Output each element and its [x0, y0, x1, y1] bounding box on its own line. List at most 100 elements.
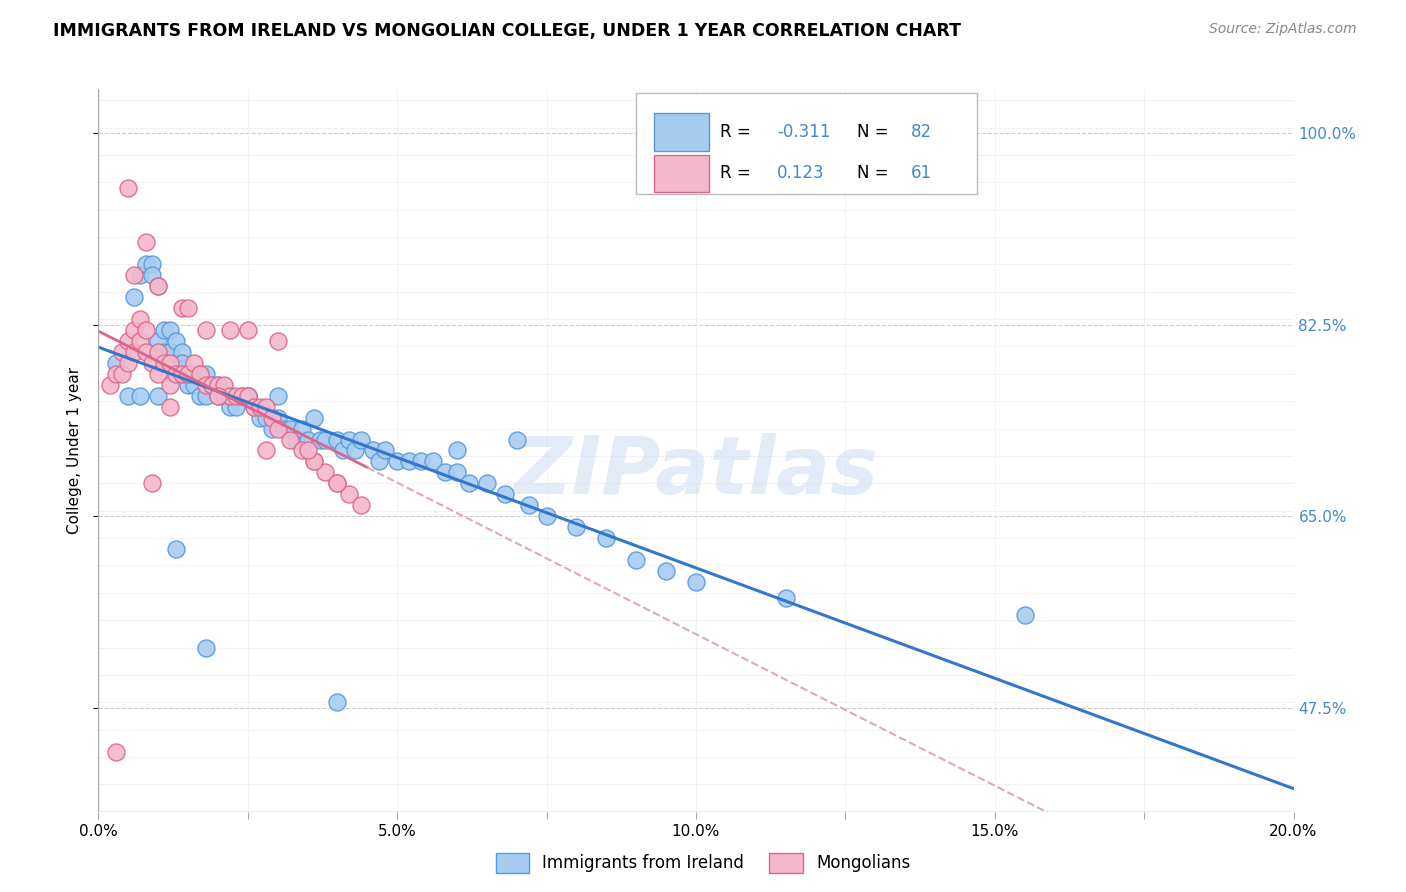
- Point: [148, 279, 170, 293]
- FancyBboxPatch shape: [654, 154, 709, 193]
- Point: [111, 345, 134, 359]
- Point: [458, 476, 481, 491]
- Point: [159, 323, 181, 337]
- Point: [159, 400, 181, 414]
- Point: [188, 367, 211, 381]
- Point: [344, 443, 367, 458]
- Point: [219, 400, 242, 414]
- Point: [124, 290, 146, 304]
- Point: [225, 400, 247, 414]
- Point: [98, 377, 122, 392]
- Point: [273, 421, 295, 435]
- Point: [105, 367, 128, 381]
- Point: [212, 377, 235, 392]
- Point: [141, 257, 163, 271]
- Point: [291, 443, 314, 458]
- Point: [183, 356, 205, 370]
- Point: [153, 345, 176, 359]
- Point: [284, 433, 307, 447]
- Point: [153, 323, 176, 337]
- Point: [775, 591, 797, 606]
- Point: [332, 443, 354, 458]
- Point: [308, 433, 330, 447]
- Point: [291, 421, 314, 435]
- Point: [141, 356, 163, 370]
- Point: [124, 323, 146, 337]
- Point: [326, 476, 349, 491]
- Point: [434, 466, 457, 480]
- Point: [124, 268, 146, 283]
- Point: [231, 389, 253, 403]
- Point: [297, 433, 319, 447]
- Point: [385, 454, 409, 468]
- Point: [302, 454, 325, 468]
- Point: [249, 410, 271, 425]
- Point: [368, 454, 391, 468]
- Point: [225, 389, 247, 403]
- Point: [302, 454, 325, 468]
- Point: [148, 345, 170, 359]
- Point: [685, 574, 707, 589]
- Point: [177, 301, 200, 315]
- Point: [212, 389, 235, 403]
- Y-axis label: College, Under 1 year: College, Under 1 year: [67, 367, 83, 534]
- Point: [626, 553, 648, 567]
- Text: 82: 82: [911, 123, 932, 141]
- Point: [326, 476, 349, 491]
- Point: [278, 433, 301, 447]
- Point: [565, 520, 588, 534]
- Point: [446, 443, 468, 458]
- Point: [129, 268, 152, 283]
- Point: [422, 454, 444, 468]
- Point: [207, 377, 229, 392]
- Point: [363, 443, 385, 458]
- Text: Source: ZipAtlas.com: Source: ZipAtlas.com: [1209, 22, 1357, 37]
- Point: [141, 476, 163, 491]
- Point: [183, 377, 205, 392]
- Point: [105, 744, 128, 758]
- Point: [148, 367, 170, 381]
- Point: [398, 454, 420, 468]
- Point: [297, 443, 319, 458]
- Point: [254, 400, 277, 414]
- Text: -0.311: -0.311: [778, 123, 831, 141]
- Point: [195, 377, 218, 392]
- Text: N =: N =: [858, 123, 894, 141]
- Point: [315, 466, 337, 480]
- Point: [177, 367, 200, 381]
- Point: [326, 433, 349, 447]
- Point: [219, 389, 242, 403]
- Point: [207, 377, 229, 392]
- Point: [1014, 607, 1036, 622]
- Point: [374, 443, 396, 458]
- Point: [129, 389, 152, 403]
- Point: [595, 531, 617, 545]
- Point: [201, 377, 224, 392]
- Point: [326, 695, 349, 709]
- Point: [350, 433, 373, 447]
- Point: [339, 433, 361, 447]
- Point: [411, 454, 433, 468]
- Point: [243, 400, 266, 414]
- Point: [148, 334, 170, 348]
- Text: IMMIGRANTS FROM IRELAND VS MONGOLIAN COLLEGE, UNDER 1 YEAR CORRELATION CHART: IMMIGRANTS FROM IRELAND VS MONGOLIAN COL…: [53, 22, 962, 40]
- Point: [267, 389, 290, 403]
- Point: [260, 421, 283, 435]
- Point: [117, 334, 139, 348]
- Point: [148, 389, 170, 403]
- Point: [517, 498, 540, 512]
- Point: [236, 389, 259, 403]
- Point: [111, 367, 134, 381]
- Text: R =: R =: [720, 164, 756, 183]
- Point: [267, 334, 290, 348]
- Point: [135, 345, 157, 359]
- Text: R =: R =: [720, 123, 756, 141]
- Point: [117, 180, 139, 194]
- Point: [165, 541, 187, 556]
- Point: [117, 356, 139, 370]
- Point: [153, 356, 176, 370]
- Point: [165, 356, 187, 370]
- Point: [105, 356, 128, 370]
- FancyBboxPatch shape: [637, 93, 977, 194]
- Point: [124, 345, 146, 359]
